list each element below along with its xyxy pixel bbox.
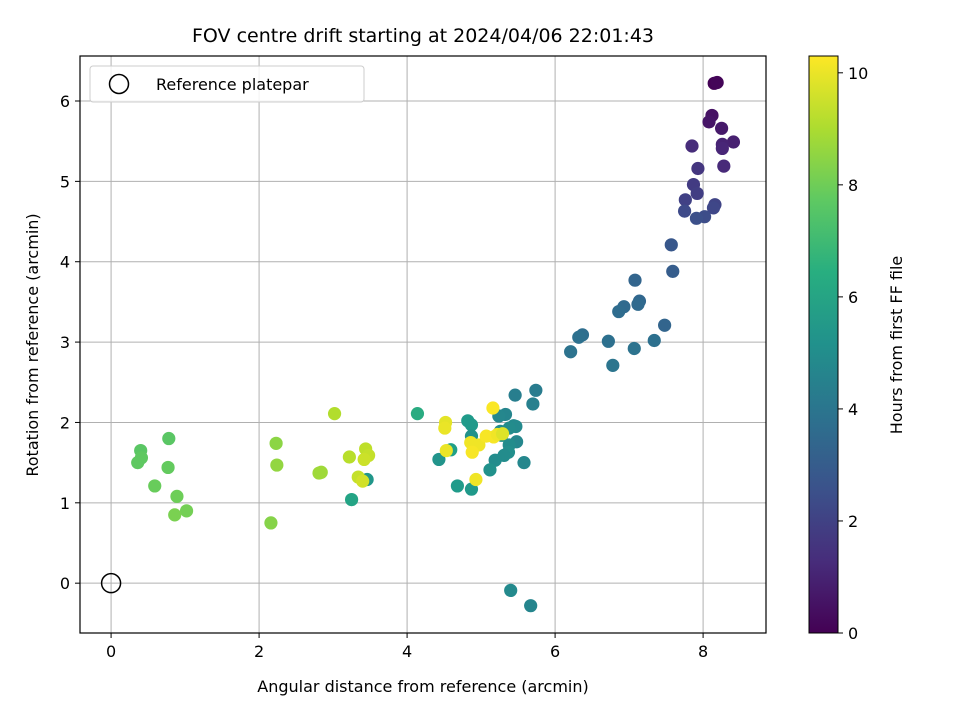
colorbar-tick-label: 2 [848,512,858,531]
y-tick-label: 4 [60,253,70,272]
data-point [631,297,645,311]
data-point [564,345,578,359]
data-point [677,204,692,218]
data-point [689,211,704,225]
x-axis-label: Angular distance from reference (arcmin) [257,677,588,696]
data-point [710,75,724,90]
x-tick-label: 4 [402,642,412,661]
data-point [685,139,699,153]
data-point [488,453,502,467]
colorbar-tick-label: 8 [848,176,858,195]
data-point [495,427,510,441]
data-point [726,135,741,149]
data-point [483,463,497,477]
legend-box [89,65,365,103]
data-points [100,75,741,613]
data-point [161,460,175,475]
data-point [131,456,145,470]
y-tick-label: 3 [60,333,70,352]
data-point [148,479,162,493]
x-tick-label: 8 [698,642,708,661]
data-point [612,304,626,319]
y-tick-label: 1 [60,494,70,513]
data-point [658,318,672,332]
data-point [469,472,483,487]
data-point [344,492,359,507]
data-point [450,479,465,493]
data-point [691,161,705,176]
data-point [706,201,721,215]
data-point [464,418,479,432]
data-point [717,159,731,173]
data-point [572,330,586,344]
y-axis-ticks: 0 1 2 3 4 5 6 [60,92,80,593]
data-point [714,121,729,135]
x-tick-label: 2 [254,642,264,661]
data-point [524,599,538,613]
chart-title: FOV centre drift starting at 2024/04/06 … [192,25,654,47]
data-point [504,583,518,598]
data-point [678,193,692,207]
colorbar-label: Hours from first FF file [887,256,906,435]
y-tick-label: 6 [60,92,70,111]
colorbar-tick-label: 10 [848,64,868,83]
y-axis-label: Rotation from reference (arcmin) [23,213,42,476]
plot-frame [79,55,767,634]
x-tick-label: 6 [550,642,560,661]
data-point [162,431,176,446]
data-point [486,401,500,415]
data-point [517,456,531,470]
y-tick-label: 5 [60,172,70,191]
data-point [327,407,342,421]
data-point [666,264,680,278]
data-point [715,141,729,156]
colorbar-tick-label: 6 [848,288,858,307]
colorbar-tick-label: 0 [848,624,858,643]
colorbar-ticks: 0 2 4 6 8 10 [838,64,868,643]
data-point [179,504,194,518]
data-point [439,443,453,458]
data-point [526,397,540,411]
data-point [647,333,661,348]
data-point [170,489,184,503]
data-point [269,436,283,450]
data-point [432,452,446,467]
data-point [264,516,278,530]
data-point [690,186,704,201]
data-point [508,388,522,402]
data-point [410,407,425,421]
data-point [627,341,641,356]
legend-marker [108,73,130,95]
colorbar-tick-label: 4 [848,400,858,419]
data-point [438,421,452,435]
data-point [529,383,543,397]
x-tick-label: 0 [106,642,116,661]
data-point [628,273,642,287]
colorbar-gradient [808,55,839,634]
data-point [601,334,615,348]
grid-lines [80,56,766,633]
y-tick-label: 2 [60,413,70,432]
data-point [356,474,370,488]
legend-label: Reference platepar [156,75,309,94]
y-tick-label: 0 [60,574,70,593]
data-point [270,458,284,472]
data-point [606,358,620,372]
data-point [664,238,678,252]
data-point [342,450,356,464]
reference-platepar-marker [100,572,122,594]
data-point [357,452,371,467]
x-axis-ticks: 0 2 4 6 8 [106,633,708,661]
data-point [314,465,328,479]
data-point [702,115,716,129]
legend: Reference platepar [89,65,365,103]
data-point [168,508,182,522]
colorbar: 0 2 4 6 8 10 Hours from first FF file [808,55,906,643]
data-point [465,445,479,459]
